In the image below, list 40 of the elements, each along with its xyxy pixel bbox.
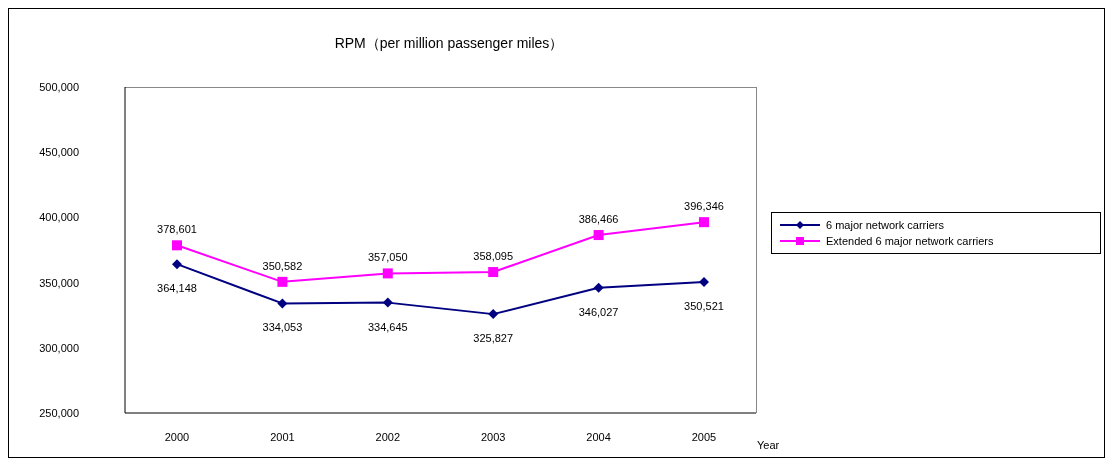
y-tick-label: 300,000: [39, 341, 79, 354]
point: [488, 309, 499, 320]
data-label: 378,601: [157, 223, 197, 236]
x-tick-label: 2000: [164, 430, 190, 443]
data-label: 386,466: [578, 213, 619, 226]
x-tick-label: 2004: [586, 430, 611, 443]
data-label: 357,050: [367, 251, 408, 264]
point: [277, 298, 288, 309]
x-tick-label: 2001: [270, 430, 295, 443]
point: [382, 268, 393, 279]
x-tick-label: 2005: [691, 430, 717, 443]
data-label: 396,346: [684, 200, 724, 213]
point: [172, 259, 182, 270]
point: [172, 240, 182, 251]
point: [593, 282, 604, 293]
point: [593, 230, 604, 241]
x-axis-title: Year: [757, 438, 780, 451]
y-tick-label: 400,000: [39, 211, 79, 224]
y-tick-label: 450,000: [39, 146, 79, 159]
data-label: 346,027: [578, 305, 619, 318]
data-label: 334,645: [367, 320, 408, 333]
point: [699, 217, 709, 228]
y-tick-label: 500,000: [39, 80, 79, 93]
data-label: 358,095: [473, 250, 514, 263]
x-tick-label: 2003: [480, 430, 506, 443]
x-tick-label: 2002: [375, 430, 401, 443]
y-tick-label: 350,000: [39, 276, 79, 289]
data-label: 364,148: [157, 282, 197, 295]
data-label: 350,521: [684, 299, 724, 312]
point: [488, 267, 499, 278]
data-label: 334,053: [262, 321, 303, 334]
y-tick-label: 250,000: [39, 406, 79, 419]
data-label: 350,582: [262, 259, 303, 272]
point: [699, 276, 709, 287]
chart-title: RPM（per million passenger miles）: [333, 35, 565, 53]
data-label: 325,827: [473, 332, 514, 345]
point: [382, 297, 393, 308]
legend-label: 6 major network carriers: [826, 219, 944, 231]
point: [277, 276, 288, 287]
legend-label: Extended 6 major network carriers: [826, 235, 994, 247]
